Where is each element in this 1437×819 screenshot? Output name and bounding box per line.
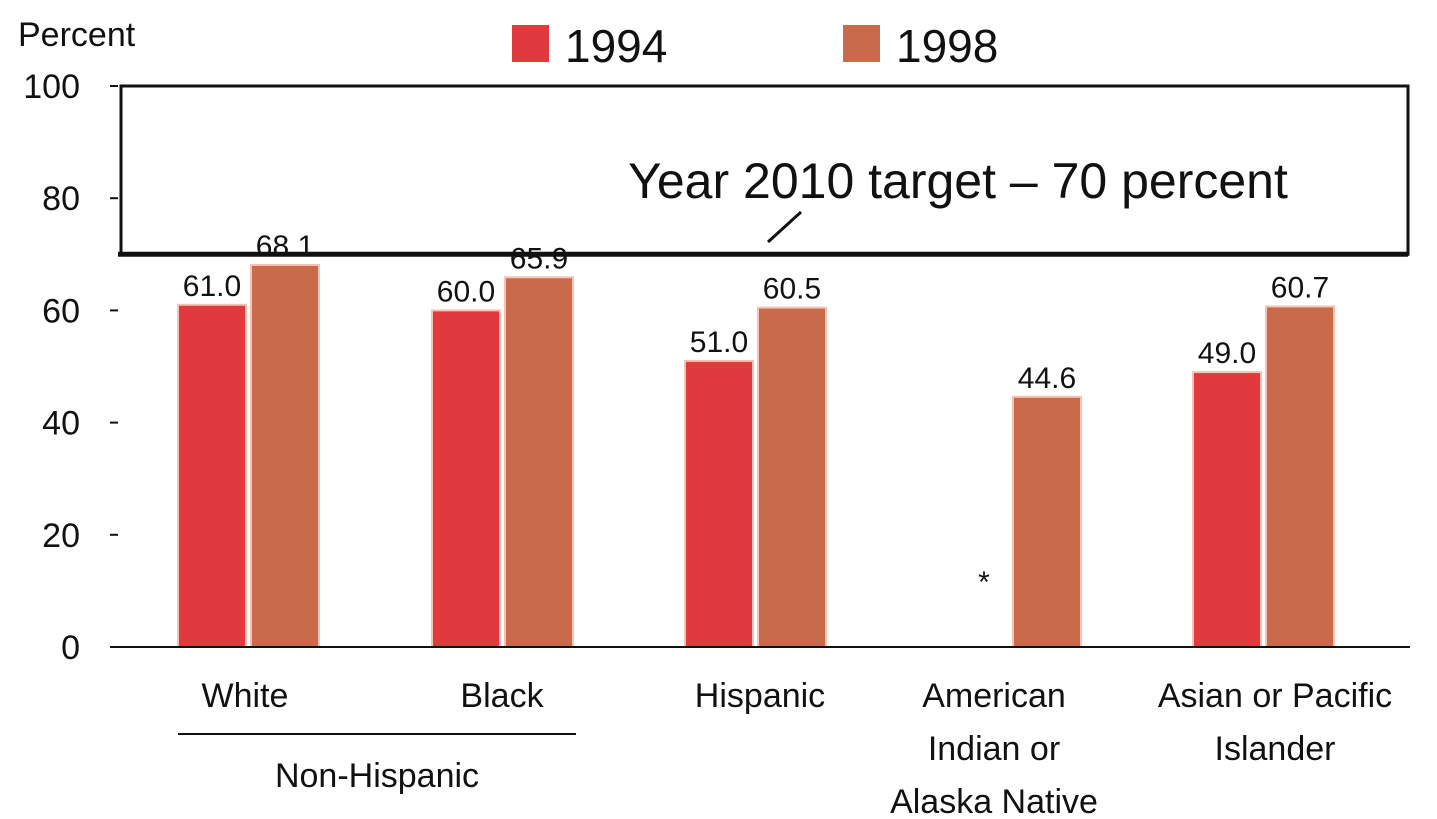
data-label-white-1994: 61.0 bbox=[183, 270, 241, 303]
bar-asian-or-pacific-islander-1998 bbox=[1265, 305, 1335, 648]
bar-white-1998 bbox=[250, 263, 320, 648]
category-label-black-line-1: Black bbox=[460, 677, 544, 715]
category-label-american-indian-or-alaska-native-line-2: Indian or bbox=[928, 730, 1060, 768]
target-region bbox=[118, 84, 1410, 257]
data-label-hispanic-1998: 60.5 bbox=[763, 273, 821, 306]
bar-black-1998 bbox=[504, 276, 574, 648]
category-label-american-indian-or-alaska-native-line-1: American bbox=[922, 677, 1066, 715]
legend-swatch-1994 bbox=[512, 25, 549, 62]
legend-swatch-1998 bbox=[843, 25, 880, 62]
data-label-asian-or-pacific-islander-1998: 60.7 bbox=[1271, 271, 1329, 304]
group-label-non-hispanic: Non-Hispanic bbox=[275, 757, 479, 795]
category-labels: White Black Hispanic American Indian or Alask… bbox=[202, 677, 1393, 819]
data-label-hispanic-1994: 51.0 bbox=[690, 326, 748, 359]
y-axis-label: Percent bbox=[18, 16, 136, 54]
bar-hispanic-1994 bbox=[684, 359, 754, 648]
bar-black-1994 bbox=[431, 309, 501, 648]
bar-hispanic-1998 bbox=[757, 306, 827, 648]
category-label-american-indian-or-alaska-native-line-3: Alaska Native bbox=[890, 783, 1098, 819]
data-label-black-1998: 65.9 bbox=[510, 242, 568, 275]
category-label-white-line-1: White bbox=[202, 677, 289, 715]
target-annotation-leader bbox=[766, 210, 803, 244]
legend-label-1994: 1994 bbox=[565, 20, 667, 72]
bar-asian-or-pacific-islander-1994 bbox=[1192, 371, 1262, 648]
bars bbox=[177, 263, 1335, 648]
y-tick-label-60: 60 bbox=[42, 292, 80, 330]
data-label-american-indian-or-alaska-native-1994: * bbox=[978, 566, 990, 599]
data-labels: 61.0 68.1 60.0 65.9 51.0 60.5 * 44.6 49.0 60.7 bbox=[183, 230, 1329, 599]
legend-label-1998: 1998 bbox=[896, 20, 998, 72]
category-label-asian-or-pacific-islander-line-1: Asian or Pacific bbox=[1158, 677, 1392, 715]
bar-white-1994 bbox=[177, 303, 247, 648]
y-tick-label-20: 20 bbox=[42, 517, 80, 555]
data-label-american-indian-or-alaska-native-1998: 44.6 bbox=[1018, 362, 1076, 395]
y-tick-label-100: 100 bbox=[23, 68, 80, 106]
data-label-black-1994: 60.0 bbox=[437, 275, 495, 308]
y-tick-label-40: 40 bbox=[42, 405, 80, 443]
y-axis-ticks: 0 20 40 60 80 100 bbox=[23, 68, 118, 667]
data-label-asian-or-pacific-islander-1994: 49.0 bbox=[1198, 337, 1256, 370]
data-label-white-1998: 68.1 bbox=[256, 230, 314, 263]
category-label-asian-or-pacific-islander-line-2: Islander bbox=[1215, 730, 1336, 768]
legend: 1994 1998 bbox=[512, 20, 998, 72]
bar-american-indian-or-alaska-native-1998 bbox=[1012, 395, 1082, 648]
y-tick-label-80: 80 bbox=[42, 180, 80, 218]
target-annotation: Year 2010 target – 70 percent bbox=[628, 153, 1288, 209]
y-tick-label-0: 0 bbox=[61, 629, 80, 667]
category-label-hispanic-line-1: Hispanic bbox=[695, 677, 825, 715]
